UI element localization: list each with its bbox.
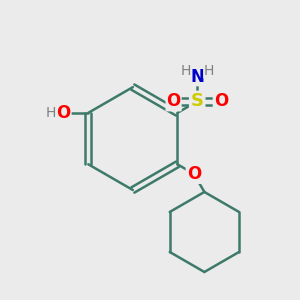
Text: O: O <box>56 104 71 122</box>
Text: O: O <box>167 92 181 110</box>
Text: N: N <box>190 68 204 85</box>
Text: O: O <box>214 92 228 110</box>
Text: H: H <box>53 106 64 120</box>
Text: H: H <box>46 106 56 120</box>
Text: H: H <box>203 64 214 78</box>
Text: H: H <box>181 64 191 78</box>
Text: O: O <box>187 165 201 183</box>
Text: S: S <box>191 92 204 110</box>
